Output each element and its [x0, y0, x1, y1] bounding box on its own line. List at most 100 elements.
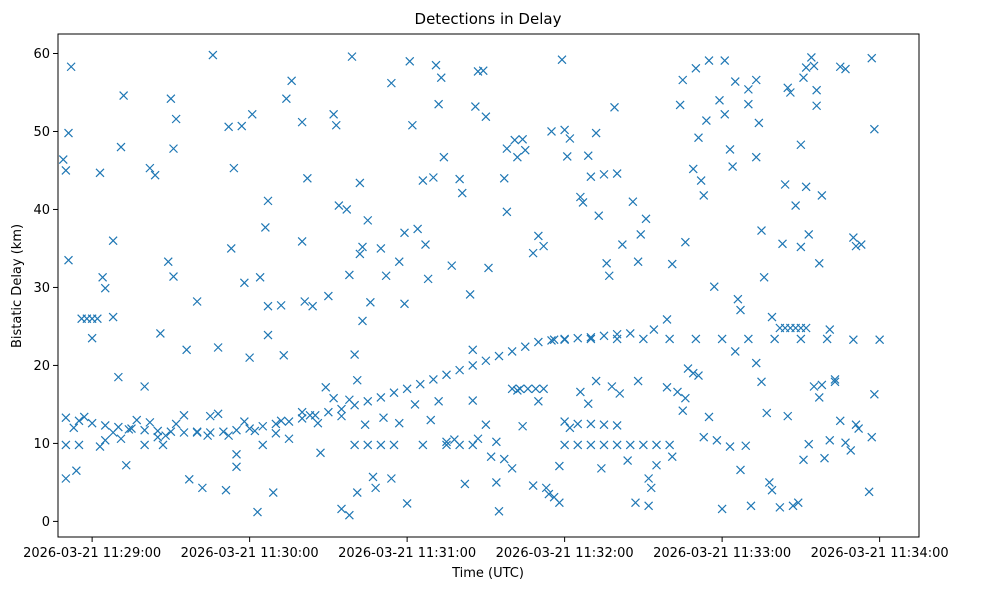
data-point-clutter	[701, 116, 711, 125]
data-point-clutter	[783, 83, 793, 93]
data-point-clutter	[539, 241, 549, 251]
data-point-clutter	[224, 431, 234, 441]
data-point-track	[140, 425, 150, 435]
data-point-track	[717, 334, 727, 344]
data-point-clutter	[192, 297, 202, 306]
data-point-track	[284, 417, 294, 427]
data-point-clutter	[767, 312, 777, 322]
data-point-clutter	[481, 420, 491, 430]
data-point-clutter	[358, 316, 367, 326]
data-point-clutter	[683, 364, 693, 373]
data-point-cluster-10km	[573, 440, 583, 450]
data-point-clutter	[547, 127, 556, 136]
data-point-clutter	[329, 109, 339, 119]
data-point-clutter	[365, 297, 375, 307]
data-point-clutter	[124, 424, 134, 434]
data-point-clutter	[809, 61, 819, 71]
data-point-clutter	[696, 176, 706, 186]
data-point-clutter	[434, 396, 444, 406]
data-point-clutter	[830, 377, 840, 387]
data-point-clutter	[730, 77, 740, 86]
data-point-track	[402, 384, 412, 394]
data-point-clutter	[64, 255, 73, 265]
data-point-track	[507, 346, 517, 356]
data-point-clutter	[213, 409, 223, 419]
data-point-clutter	[667, 452, 677, 462]
data-point-track	[179, 428, 189, 437]
data-point-clutter	[255, 272, 265, 282]
data-point-clutter	[575, 192, 585, 202]
data-point-track	[428, 375, 438, 384]
data-point-track	[638, 334, 648, 344]
data-point-clutter	[158, 440, 168, 450]
data-point-track	[547, 336, 556, 345]
data-point-cluster-10km	[389, 440, 399, 450]
data-point-clutter	[541, 483, 551, 493]
data-point-clutter	[575, 387, 585, 397]
data-point-track	[376, 392, 386, 402]
data-point-cluster-10km	[652, 440, 661, 450]
data-point-clutter	[407, 120, 417, 130]
data-point-clutter	[680, 237, 690, 247]
data-point-clutter	[297, 407, 307, 417]
data-point-clutter	[510, 135, 520, 145]
data-point-clutter	[64, 128, 73, 138]
data-point-clutter	[481, 112, 491, 122]
x-tick-label: 2026-03-21 11:29:00	[23, 546, 161, 561]
data-point-clutter	[140, 382, 150, 391]
data-point-track	[770, 334, 780, 344]
data-point-clutter	[436, 73, 446, 83]
data-point-clutter	[66, 62, 76, 72]
data-point-clutter	[565, 423, 575, 433]
data-point-track	[743, 334, 753, 344]
data-point-clutter	[796, 140, 806, 150]
data-point-clutter	[835, 62, 845, 72]
data-point-clutter	[426, 415, 436, 425]
data-point-clutter	[153, 432, 163, 442]
data-point-clutter	[562, 152, 572, 161]
x-tick-label: 2026-03-21 11:34:00	[811, 546, 949, 561]
data-point-clutter	[791, 201, 801, 210]
data-point-clutter	[751, 358, 761, 368]
data-point-clutter	[688, 164, 698, 174]
data-point-clutter	[449, 435, 459, 444]
data-point-clutter	[636, 229, 646, 239]
data-point-track	[166, 427, 176, 437]
data-point-clutter	[733, 294, 743, 304]
data-point-clutter	[213, 343, 223, 352]
data-point-clutter	[166, 94, 176, 104]
x-tick-label: 2026-03-21 11:32:00	[496, 546, 634, 561]
data-point-clutter	[468, 345, 478, 355]
data-point-clutter	[720, 109, 730, 119]
data-point-clutter	[662, 382, 672, 392]
data-point-clutter	[867, 53, 877, 63]
data-point-track	[520, 342, 530, 352]
data-point-clutter	[271, 428, 281, 438]
data-point-track	[455, 365, 465, 375]
x-axis-label: Time (UTC)	[451, 566, 524, 581]
data-point-clutter	[245, 353, 255, 363]
data-point-clutter	[347, 52, 357, 62]
data-point-cluster-10km	[74, 440, 84, 450]
data-point-cluster-10km	[560, 440, 570, 450]
data-point-track	[468, 361, 478, 370]
data-point-cluster-25km	[549, 335, 559, 345]
data-point-clutter	[334, 201, 344, 210]
data-point-clutter	[557, 55, 567, 65]
data-point-clutter	[736, 305, 745, 315]
data-point-clutter	[518, 134, 528, 144]
data-point-track	[533, 337, 543, 347]
data-point-clutter	[95, 442, 105, 451]
data-point-clutter	[680, 393, 690, 403]
data-point-track	[796, 334, 806, 344]
data-point-clutter	[757, 377, 766, 387]
data-point-clutter	[649, 325, 659, 334]
data-point-track	[875, 335, 885, 345]
data-point-clutter	[491, 477, 501, 487]
data-point-clutter	[835, 416, 845, 426]
data-point-clutter	[691, 63, 701, 73]
data-point-cluster-10km	[376, 440, 386, 450]
data-point-clutter	[350, 350, 360, 359]
data-point-clutter	[116, 142, 126, 152]
data-point-clutter	[560, 125, 570, 135]
